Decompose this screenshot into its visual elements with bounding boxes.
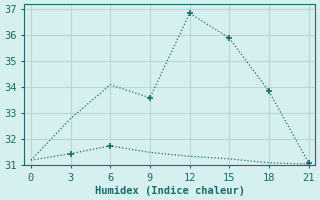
X-axis label: Humidex (Indice chaleur): Humidex (Indice chaleur)	[95, 186, 245, 196]
